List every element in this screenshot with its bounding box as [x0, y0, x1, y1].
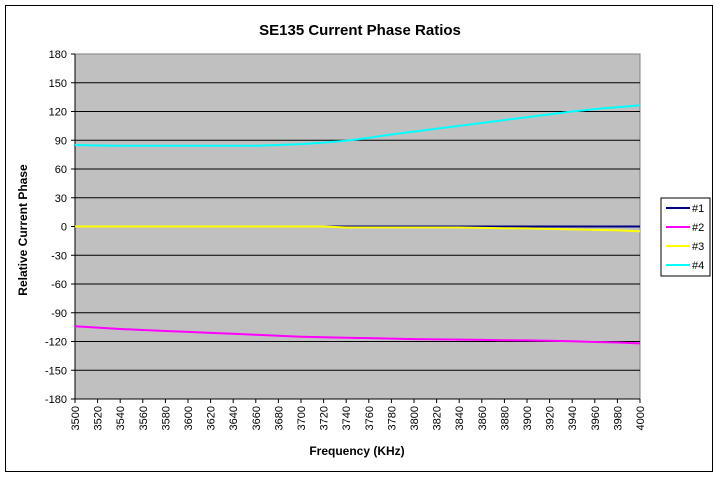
y-tick-label: -60	[51, 279, 67, 291]
x-axis-ticks: 3500 3520 3540 3560 3580 3600 3620 3640 3660 3680…	[70, 399, 647, 430]
y-tick-label: -180	[45, 394, 67, 406]
y-axis-ticks: 180 150 120 90 60 30 0 -30 -60 -90 -120 -150 -180	[45, 49, 75, 406]
y-tick-label: 90	[55, 135, 67, 147]
x-tick-label: 3880	[499, 406, 511, 430]
x-tick-label: 4000	[635, 406, 647, 430]
legend-label: #1	[692, 203, 704, 215]
y-tick-label: 0	[61, 222, 67, 234]
x-tick-label: 3520	[93, 406, 105, 430]
series-lines	[74, 104, 641, 345]
x-tick-label: 3500	[70, 406, 82, 430]
x-tick-label: 3920	[545, 406, 557, 430]
x-tick-label: 3940	[567, 406, 579, 430]
x-tick-label: 3960	[590, 406, 602, 430]
chart-title: SE135 Current Phase Ratios	[259, 22, 461, 39]
y-tick-label: 120	[49, 107, 67, 119]
y-tick-label: -30	[51, 250, 67, 262]
series-line-n4	[74, 104, 641, 147]
x-tick-label: 3820	[432, 406, 444, 430]
x-tick-label: 3980	[612, 406, 624, 430]
x-tick-label: 3680	[273, 406, 285, 430]
x-tick-label: 3600	[183, 406, 195, 430]
y-tick-label: 30	[55, 193, 67, 205]
legend-label: #3	[692, 241, 704, 253]
legend-label: #4	[692, 260, 704, 272]
x-tick-label: 3860	[477, 406, 489, 430]
y-axis-title: Relative Current Phase	[16, 164, 30, 296]
x-tick-label: 3560	[138, 406, 150, 430]
x-axis-title: Frequency (KHz)	[309, 444, 404, 458]
legend: #1 #2 #3 #4	[660, 197, 711, 277]
legend-box	[660, 197, 711, 277]
y-tick-label: 180	[49, 49, 67, 61]
x-tick-label: 3660	[251, 406, 263, 430]
y-tick-label: 150	[49, 78, 67, 90]
x-tick-label: 3700	[296, 406, 308, 430]
x-tick-label: 3780	[386, 406, 398, 430]
x-tick-label: 3800	[409, 406, 421, 430]
y-tick-label: 60	[55, 164, 67, 176]
series-line-n3	[75, 225, 641, 233]
x-tick-label: 3640	[228, 406, 240, 430]
x-tick-label: 3760	[364, 406, 376, 430]
y-tick-label: -120	[45, 337, 67, 349]
y-tick-label: -90	[51, 308, 67, 320]
x-tick-label: 3580	[160, 406, 172, 430]
x-tick-label: 3840	[454, 406, 466, 430]
x-tick-label: 3540	[115, 406, 127, 430]
x-tick-label: 3900	[522, 406, 534, 430]
x-tick-label: 3720	[319, 406, 331, 430]
x-tick-label: 3620	[206, 406, 218, 430]
x-tick-label: 3740	[341, 406, 353, 430]
legend-label: #2	[692, 222, 704, 234]
y-tick-label: -150	[45, 365, 67, 377]
series-line-n2	[74, 325, 641, 345]
